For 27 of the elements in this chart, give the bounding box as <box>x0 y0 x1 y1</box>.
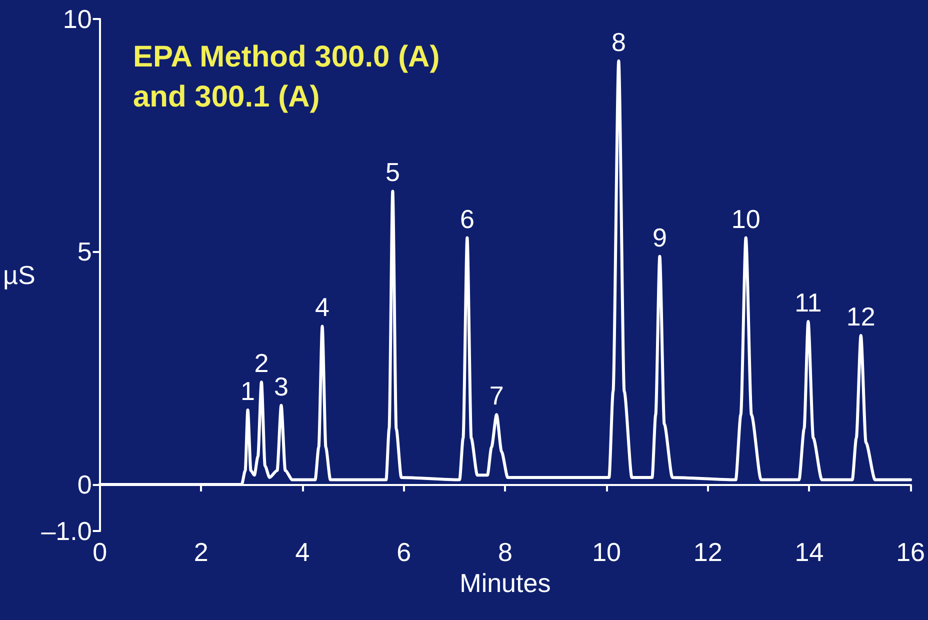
x-tick-label: 4 <box>295 537 310 567</box>
annotation: 4 <box>315 292 330 322</box>
x-tick-label: 6 <box>396 537 412 567</box>
annotation: 2 <box>254 348 269 378</box>
x-tick-label: 10 <box>592 537 621 567</box>
annotation: 7 <box>489 380 504 411</box>
x-tick-label: 16 <box>896 537 925 567</box>
annotation: 9 <box>652 222 667 252</box>
y-tick-label: 5 <box>77 236 92 267</box>
x-tick-label: 12 <box>693 537 722 567</box>
annotation: 5 <box>385 157 400 188</box>
x-tick-label: 14 <box>794 537 824 567</box>
annotation: 1 <box>240 376 256 406</box>
y-tick-label: 0 <box>77 469 92 500</box>
y-tick-label: –1.0 <box>41 516 92 546</box>
x-axis-title: Minutes <box>460 568 551 598</box>
annotation: 12 <box>846 302 876 332</box>
annotation: 8 <box>611 26 626 57</box>
annotation: 11 <box>794 288 822 318</box>
text: EPA Method 300.0 (A) and 300.1 (A) <box>133 40 440 114</box>
annotation: 10 <box>731 204 760 234</box>
x-tick-label: 8 <box>498 537 512 567</box>
annotation: 3 <box>274 371 288 402</box>
annotation: 6 <box>460 204 474 234</box>
y-tick-label: 10 <box>62 4 92 34</box>
y-axis-title: µS <box>2 260 36 290</box>
x-tick-label: 2 <box>194 537 208 567</box>
